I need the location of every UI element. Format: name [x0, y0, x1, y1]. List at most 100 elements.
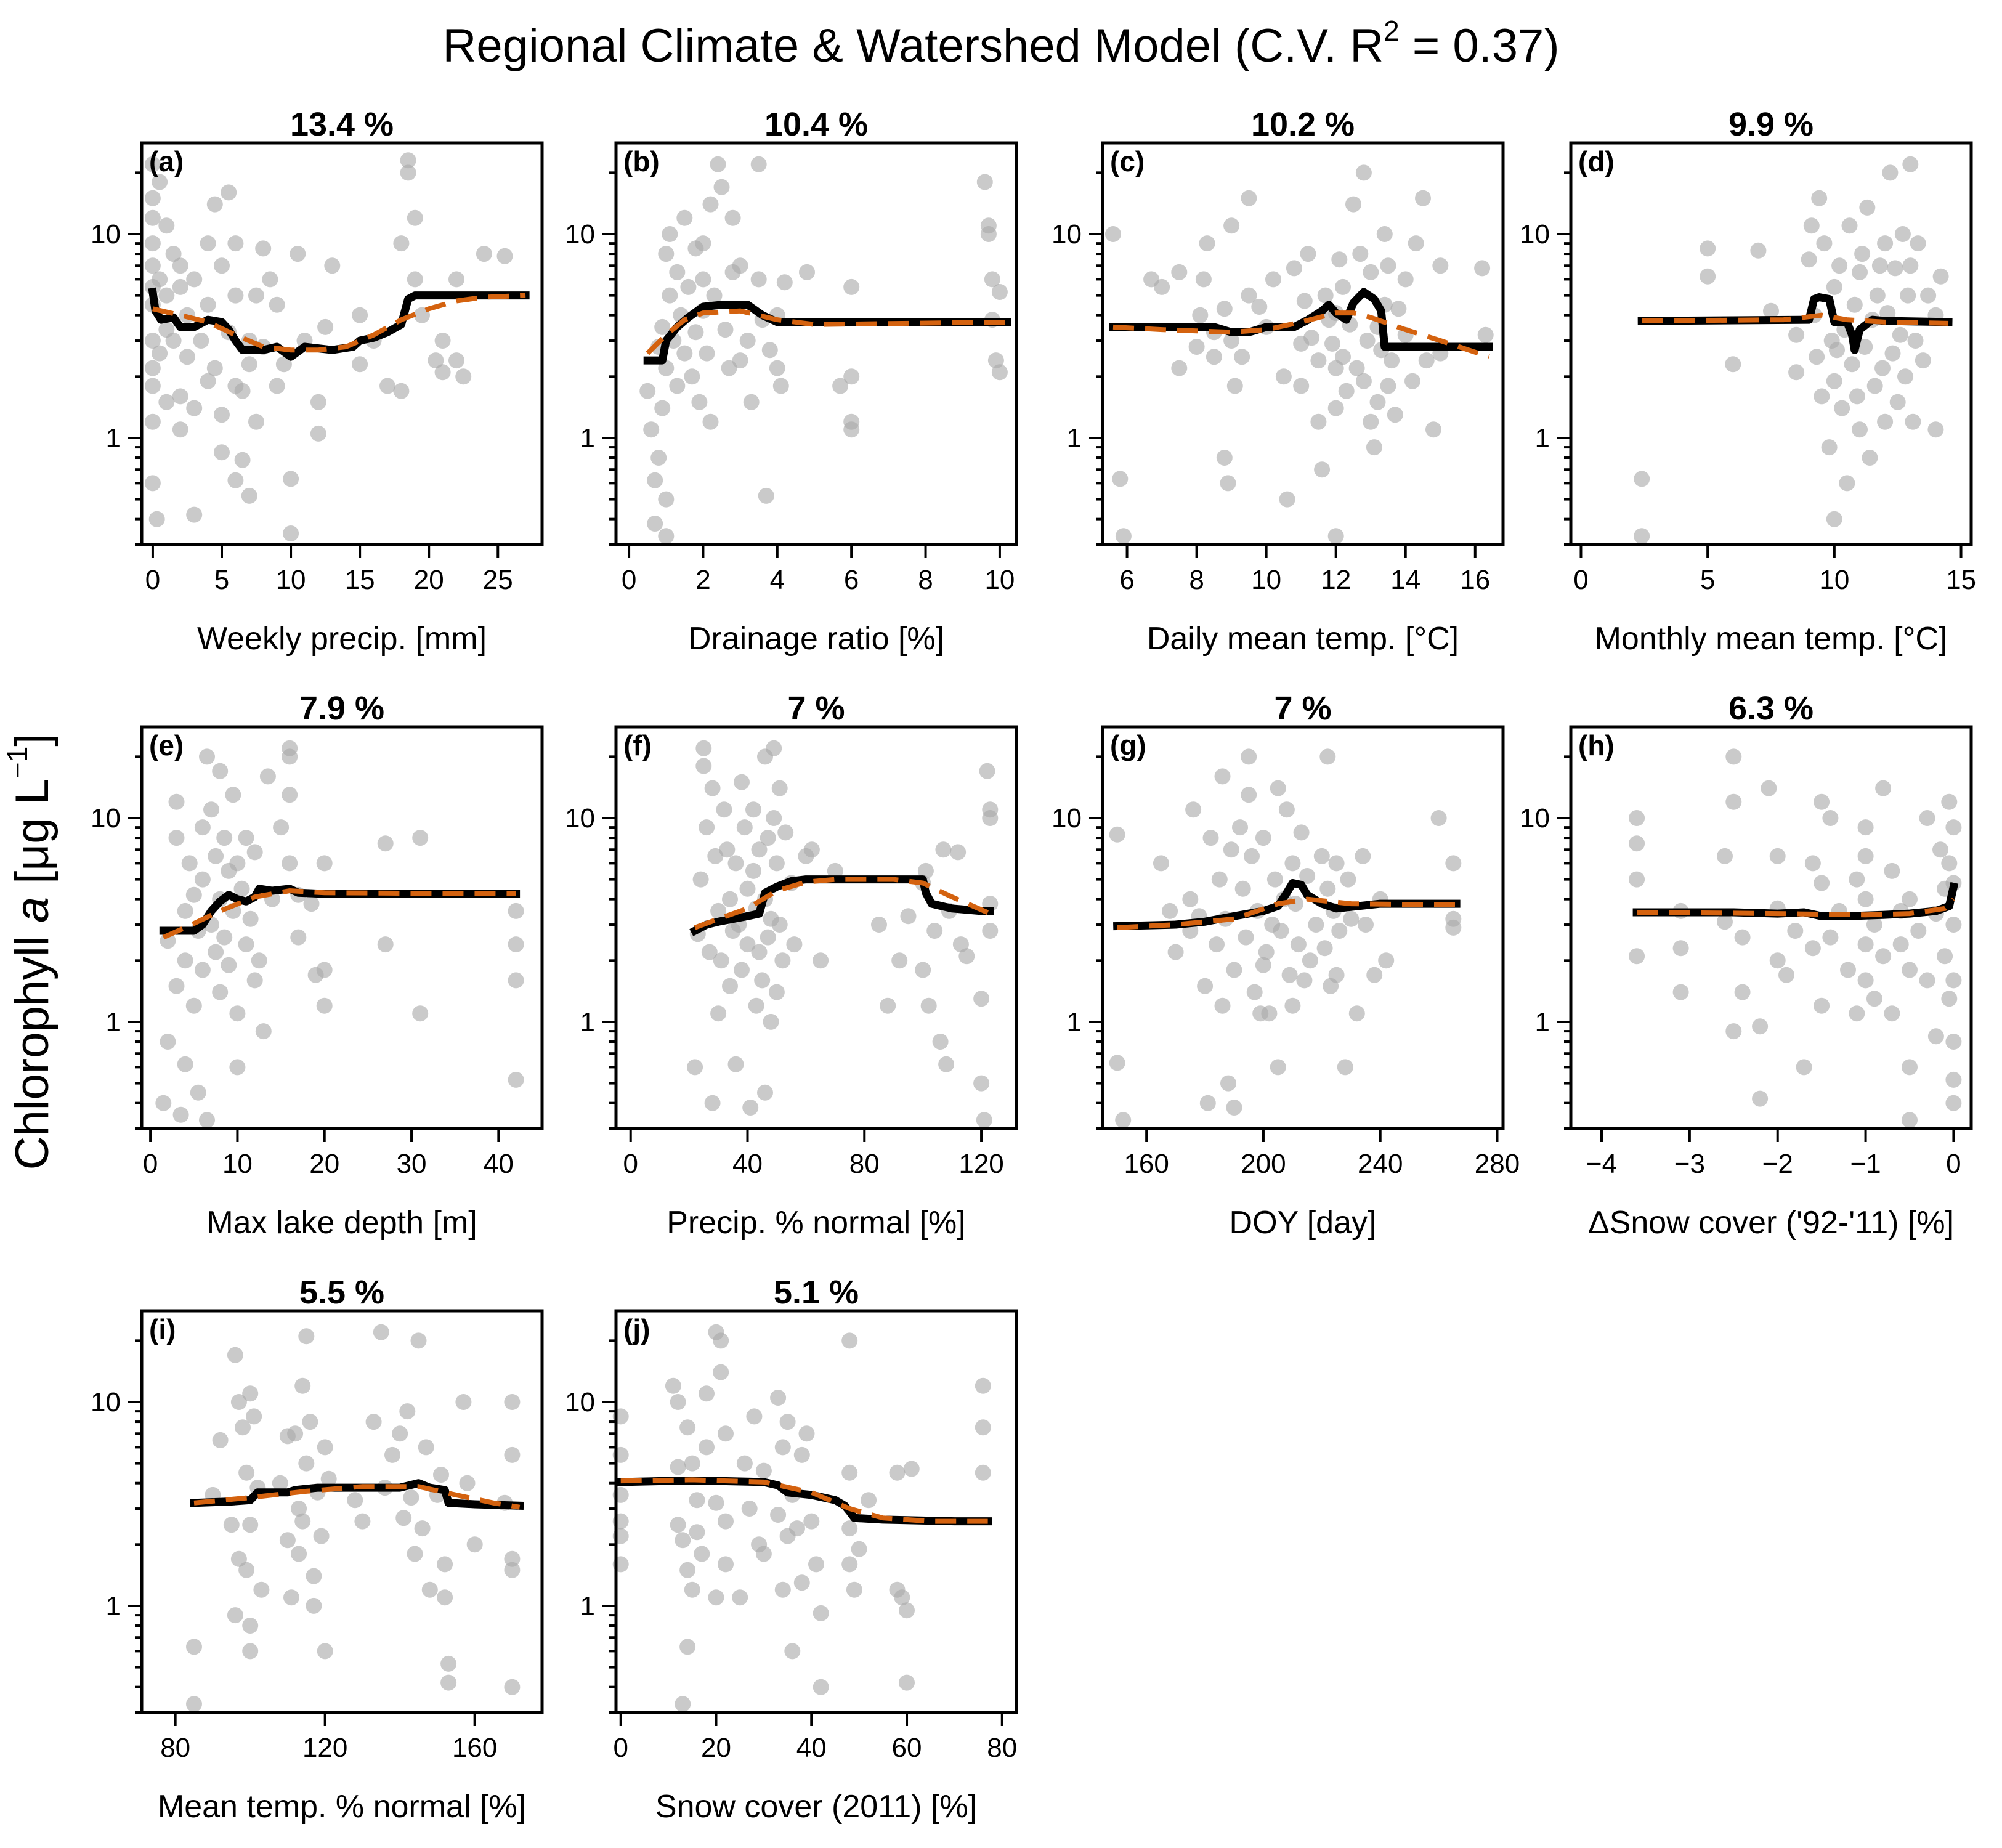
y-tick-label: 1: [580, 1007, 595, 1037]
data-point: [880, 997, 896, 1014]
data-point: [734, 774, 750, 790]
data-point: [650, 450, 667, 466]
data-point: [675, 1696, 691, 1712]
data-point: [699, 1385, 715, 1402]
data-point: [803, 1513, 820, 1530]
data-point: [732, 257, 748, 274]
data-point: [1226, 1100, 1242, 1116]
data-point: [242, 1643, 259, 1660]
ylabel-superscript: −1: [1, 747, 33, 779]
figure-title: Regional Climate & Watershed Model (C.V.…: [442, 15, 1559, 72]
data-point: [287, 1425, 304, 1442]
data-point: [1279, 491, 1295, 508]
smoothed-trend-line: [646, 308, 1008, 355]
x-axis-label: Weekly precip. [mm]: [197, 621, 487, 657]
data-point: [316, 997, 333, 1014]
x-tick-label: 30: [397, 1149, 427, 1179]
data-point: [1293, 824, 1310, 841]
data-point: [1877, 235, 1894, 252]
data-point: [377, 835, 394, 852]
data-point: [273, 819, 290, 836]
data-point: [1328, 967, 1345, 983]
data-point: [679, 1419, 696, 1436]
data-point: [1839, 475, 1855, 492]
data-point: [428, 352, 444, 369]
data-point: [508, 972, 524, 989]
data-point: [476, 246, 492, 262]
data-point: [662, 287, 678, 304]
x-tick-label: −4: [1586, 1149, 1617, 1179]
data-point: [310, 394, 326, 410]
data-point: [186, 400, 203, 416]
data-point: [223, 1517, 240, 1533]
x-tick-label: 15: [1946, 565, 1976, 595]
data-point: [1369, 394, 1386, 410]
data-point: [658, 491, 675, 508]
data-point: [1195, 271, 1212, 288]
data-point: [813, 952, 829, 969]
data-point: [1477, 326, 1494, 343]
data-point: [152, 271, 168, 288]
x-tick-label: 20: [309, 1149, 339, 1179]
data-point: [1849, 871, 1865, 888]
data-point: [1303, 330, 1320, 346]
x-tick-label: 160: [452, 1733, 497, 1763]
data-point: [1945, 972, 1962, 989]
data-point: [1378, 952, 1395, 969]
data-point: [1769, 848, 1786, 864]
data-point: [1831, 257, 1848, 274]
data-point: [1328, 855, 1345, 872]
x-tick-label: 160: [1124, 1149, 1169, 1179]
data-point: [393, 235, 410, 252]
x-tick-label: 10: [984, 565, 1015, 595]
data-point: [950, 844, 967, 861]
data-point: [654, 318, 671, 335]
data-point: [177, 952, 193, 969]
data-point: [1945, 1034, 1962, 1050]
data-point: [1366, 967, 1383, 983]
panel-letter: (b): [623, 145, 660, 177]
data-point: [1866, 991, 1882, 1007]
data-point: [504, 1550, 521, 1567]
data-point: [227, 1607, 243, 1624]
data-point: [1884, 345, 1901, 362]
y-tick-label: 10: [1520, 803, 1550, 833]
data-point: [1234, 880, 1251, 897]
data-point: [952, 936, 969, 953]
data-point: [1223, 841, 1239, 858]
plot-frame: [1569, 725, 1973, 1130]
data-point: [745, 862, 761, 879]
data-point: [1415, 190, 1431, 206]
data-point: [508, 902, 524, 919]
data-point: [1672, 940, 1689, 957]
x-tick-label: −1: [1850, 1149, 1881, 1179]
data-point: [639, 383, 656, 399]
data-point: [352, 307, 368, 323]
data-point: [225, 787, 241, 803]
data-point: [310, 425, 326, 442]
data-point: [238, 936, 254, 953]
data-point: [1299, 868, 1316, 884]
data-point: [707, 848, 724, 864]
panel-f: 0 40 80 120 1 10 7 % (f) Precip. % normal [%]: [565, 690, 1018, 1241]
panel-letter: (d): [1578, 145, 1615, 177]
data-point: [1829, 342, 1845, 359]
data-point: [1887, 260, 1903, 277]
y-tick-label: 10: [565, 803, 595, 833]
data-point: [504, 1679, 521, 1695]
partial-dependence-line: [643, 301, 1011, 365]
panel-g: 160 200 240 280 1 10 7 % (g) DOY [day]: [1052, 690, 1520, 1241]
data-point: [1919, 972, 1935, 989]
data-point: [395, 1510, 412, 1526]
x-tick-label: 4: [770, 565, 785, 595]
data-point: [750, 156, 767, 172]
data-point: [152, 174, 168, 190]
data-point: [172, 257, 188, 274]
data-point: [984, 271, 1000, 288]
smoothed-trend-line: [620, 1477, 988, 1524]
data-point: [158, 287, 175, 304]
data-point: [980, 226, 997, 242]
panel-letter: (f): [623, 729, 652, 761]
data-point: [1859, 199, 1876, 216]
data-point: [165, 246, 182, 262]
